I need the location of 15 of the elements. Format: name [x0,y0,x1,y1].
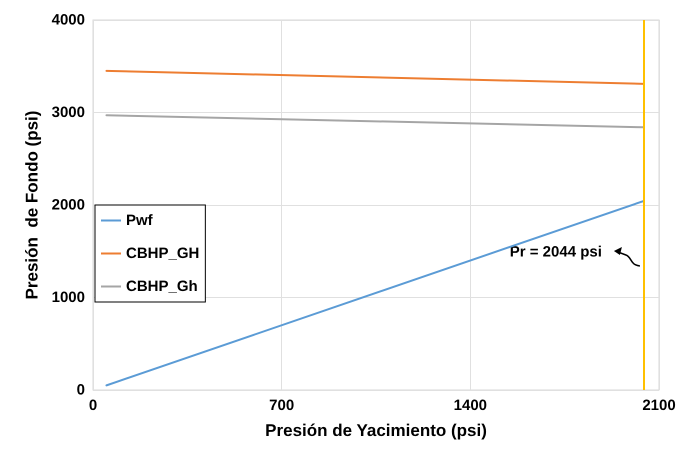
y-tick-label: 0 [76,382,85,398]
legend-label: CBHP_GH [126,245,200,262]
legend-label: Pwf [126,212,154,229]
y-tick-label: 4000 [52,12,85,28]
x-axis-title: Presión de Yacimiento (psi) [265,421,487,440]
y-tick-label: 1000 [52,289,85,306]
y-tick-label: 3000 [52,104,85,121]
y-tick-label: 2000 [52,196,85,214]
x-tick-label: 2100 [642,397,676,414]
ref-line-label: Pr = 2044 psi [510,244,602,260]
x-tick-label: 1400 [454,397,488,414]
legend-label: CBHP_Gh [126,278,198,295]
y-axis-title: Presión de Fondo (psi) [22,110,42,300]
x-tick-label: 700 [269,397,294,414]
x-tick-label: 0 [88,397,98,414]
